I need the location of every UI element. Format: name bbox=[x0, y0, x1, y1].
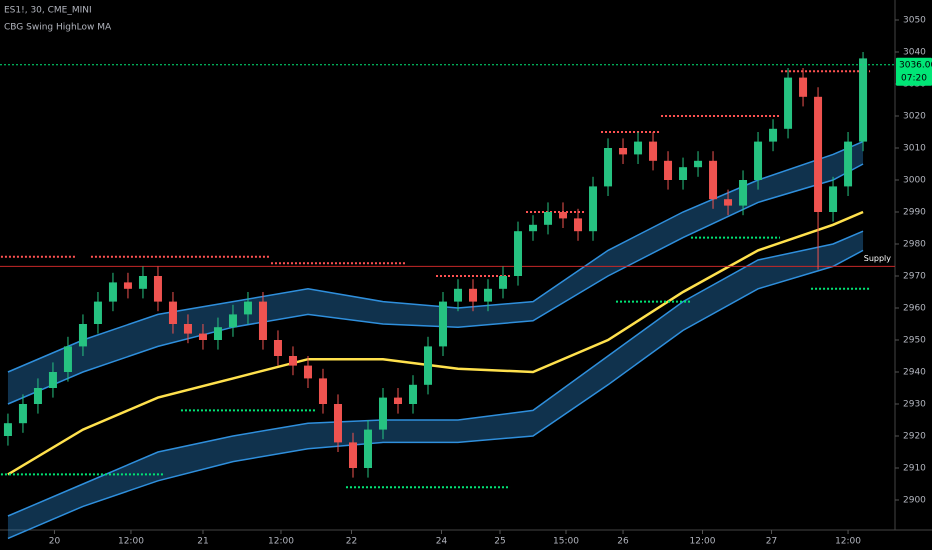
last-price-box bbox=[896, 57, 932, 86]
candle-body bbox=[168, 301, 177, 324]
band-fill bbox=[7, 231, 864, 539]
moving-average bbox=[7, 210, 864, 476]
x-tick-label: 27 bbox=[766, 537, 777, 547]
candle-body bbox=[454, 288, 463, 302]
candle-body bbox=[393, 397, 402, 404]
y-tick-label: 3000 bbox=[903, 176, 926, 186]
candle-body bbox=[93, 301, 102, 324]
candle-body bbox=[649, 141, 658, 161]
chart-title: ES1!, 30, CME_MINI bbox=[4, 6, 92, 16]
countdown-label: 07:20 bbox=[901, 73, 927, 83]
candle-body bbox=[48, 372, 57, 388]
x-tick-label: 26 bbox=[617, 537, 629, 547]
candle-body bbox=[318, 378, 327, 404]
candle-body bbox=[619, 148, 628, 155]
y-tick-label: 2980 bbox=[903, 240, 926, 250]
y-tick-label: 3020 bbox=[903, 112, 926, 122]
x-tick-label: 22 bbox=[346, 537, 357, 547]
x-tick-label: 12:00 bbox=[268, 537, 294, 547]
indicator-name: CBG Swing HighLow MA bbox=[4, 23, 112, 33]
candle-body bbox=[604, 148, 613, 187]
candle-body bbox=[799, 77, 808, 97]
x-tick-label: 24 bbox=[436, 537, 448, 547]
candle-body bbox=[333, 404, 342, 443]
candle-body bbox=[258, 301, 267, 340]
candle-body bbox=[438, 301, 447, 347]
candle-body bbox=[679, 167, 688, 180]
candle-body bbox=[739, 180, 748, 206]
candle-body bbox=[859, 58, 868, 142]
candle-body bbox=[18, 404, 27, 424]
y-tick-label: 2940 bbox=[903, 368, 926, 378]
y-tick-label: 2990 bbox=[903, 208, 926, 218]
candle-body bbox=[514, 231, 523, 276]
y-tick-label: 3040 bbox=[903, 48, 926, 58]
plot bbox=[0, 52, 895, 540]
candle-body bbox=[378, 397, 387, 430]
candle-body bbox=[694, 160, 703, 168]
candle-body bbox=[544, 212, 553, 225]
candle-body bbox=[664, 160, 673, 180]
x-tick-label: 25 bbox=[494, 537, 505, 547]
candle-body bbox=[123, 282, 132, 289]
y-tick-label: 2950 bbox=[903, 336, 926, 346]
candle-body bbox=[574, 218, 583, 232]
candle-body bbox=[829, 186, 838, 212]
candle-body bbox=[634, 141, 643, 155]
candle-body bbox=[484, 288, 493, 302]
supply-label: Supply bbox=[864, 254, 892, 263]
candle-body bbox=[363, 429, 372, 468]
candle-body bbox=[138, 276, 147, 289]
x-tick-label: 20 bbox=[49, 537, 61, 547]
y-tick-label: 2900 bbox=[903, 496, 926, 506]
candle-body bbox=[63, 346, 72, 372]
candle-body bbox=[108, 282, 117, 302]
x-tick-label: 12:00 bbox=[835, 537, 861, 547]
candle-body bbox=[844, 141, 853, 187]
candle-body bbox=[784, 77, 793, 129]
candle-body bbox=[198, 333, 207, 340]
candle-body bbox=[3, 423, 12, 436]
y-tick-label: 2920 bbox=[903, 432, 926, 442]
band-line bbox=[7, 163, 864, 405]
candle-body bbox=[213, 327, 222, 340]
candle-body bbox=[273, 340, 282, 356]
candle-body bbox=[469, 288, 478, 302]
candle-body bbox=[303, 365, 312, 379]
candle-body bbox=[559, 212, 568, 219]
x-tick-label: 12:00 bbox=[690, 537, 716, 547]
candle-body bbox=[423, 346, 432, 385]
candle-body bbox=[724, 199, 733, 206]
band-line bbox=[7, 230, 864, 517]
candle-body bbox=[769, 128, 778, 142]
y-tick-label: 2930 bbox=[903, 400, 926, 410]
candle-body bbox=[754, 141, 763, 180]
x-tick-label: 21 bbox=[197, 537, 208, 547]
candle-body bbox=[348, 442, 357, 468]
candle-body bbox=[228, 314, 237, 328]
candle-body bbox=[709, 160, 718, 200]
candle-body bbox=[153, 276, 162, 302]
candle-body bbox=[408, 384, 417, 404]
y-tick-label: 3050 bbox=[903, 16, 926, 26]
y-tick-label: 3010 bbox=[903, 144, 926, 154]
x-tick-label: 12:00 bbox=[118, 537, 144, 547]
y-tick-label: 2970 bbox=[903, 272, 926, 282]
candle-body bbox=[33, 388, 42, 404]
x-tick-label: 15:00 bbox=[553, 537, 579, 547]
candle-body bbox=[288, 356, 297, 366]
candle-body bbox=[78, 324, 87, 347]
y-tick-label: 2960 bbox=[903, 304, 926, 314]
candle-body bbox=[243, 301, 252, 315]
candle-body bbox=[183, 324, 192, 334]
candle-body bbox=[589, 186, 598, 232]
candle-body bbox=[814, 96, 823, 212]
band-line bbox=[7, 249, 864, 540]
candle-body bbox=[529, 224, 538, 232]
candle-body bbox=[499, 276, 508, 289]
last-price-label: 3036.00 bbox=[899, 60, 932, 70]
y-tick-label: 2910 bbox=[903, 464, 926, 474]
